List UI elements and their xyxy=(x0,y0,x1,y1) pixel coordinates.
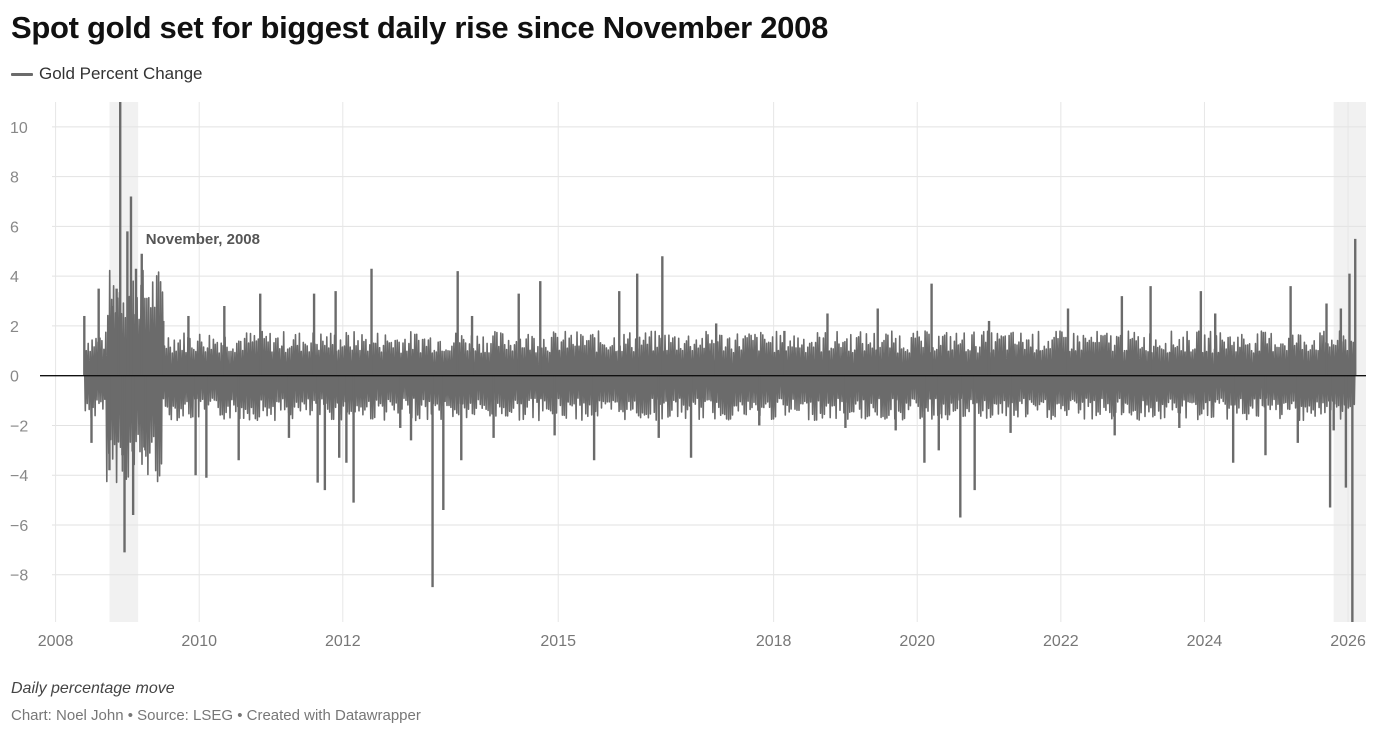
y-tick-label: 0 xyxy=(10,369,19,386)
y-tick-label: −4 xyxy=(10,468,28,485)
chart-credit: Chart: Noel John • Source: LSEG • Create… xyxy=(11,707,421,724)
x-tick-label: 2008 xyxy=(38,633,74,650)
x-tick-label: 2015 xyxy=(540,633,576,650)
y-tick-label: 6 xyxy=(10,219,19,236)
x-tick-label: 2018 xyxy=(756,633,792,650)
x-axis-ticks: 2008 2010 2012 2015 2018 2020 2022 2024 2026 xyxy=(38,633,1366,650)
y-axis-ticks: 10 8 6 4 2 0 −2 −4 −6 −8 xyxy=(10,120,28,585)
x-tick-label: 2020 xyxy=(899,633,935,650)
legend: Gold Percent Change xyxy=(11,64,203,84)
series-band xyxy=(83,269,1356,484)
x-tick-label: 2026 xyxy=(1330,633,1366,650)
x-tick-label: 2012 xyxy=(325,633,361,650)
y-tick-label: 4 xyxy=(10,269,19,286)
y-tick-label: 2 xyxy=(10,319,19,336)
y-tick-label: −6 xyxy=(10,518,28,535)
x-tick-label: 2010 xyxy=(181,633,217,650)
legend-label: Gold Percent Change xyxy=(39,64,203,83)
y-tick-label: −8 xyxy=(10,568,28,585)
x-tick-label: 2022 xyxy=(1043,633,1079,650)
series-layer xyxy=(40,102,1366,622)
legend-swatch xyxy=(11,72,33,76)
chart-subtitle: Daily percentage move xyxy=(11,680,175,697)
y-tick-label: −2 xyxy=(10,418,28,435)
annotations: November, 2008 xyxy=(146,231,260,248)
y-tick-label: 8 xyxy=(10,170,19,187)
y-tick-label: 10 xyxy=(10,120,28,137)
annotation-label: November, 2008 xyxy=(146,231,260,248)
chart-title: Spot gold set for biggest daily rise sin… xyxy=(11,10,829,45)
x-tick-label: 2024 xyxy=(1187,633,1223,650)
chart-plot: 10 8 6 4 2 0 −2 −4 −6 −8 2008 2010 2012 2015 2018 2020… xyxy=(10,102,1366,650)
